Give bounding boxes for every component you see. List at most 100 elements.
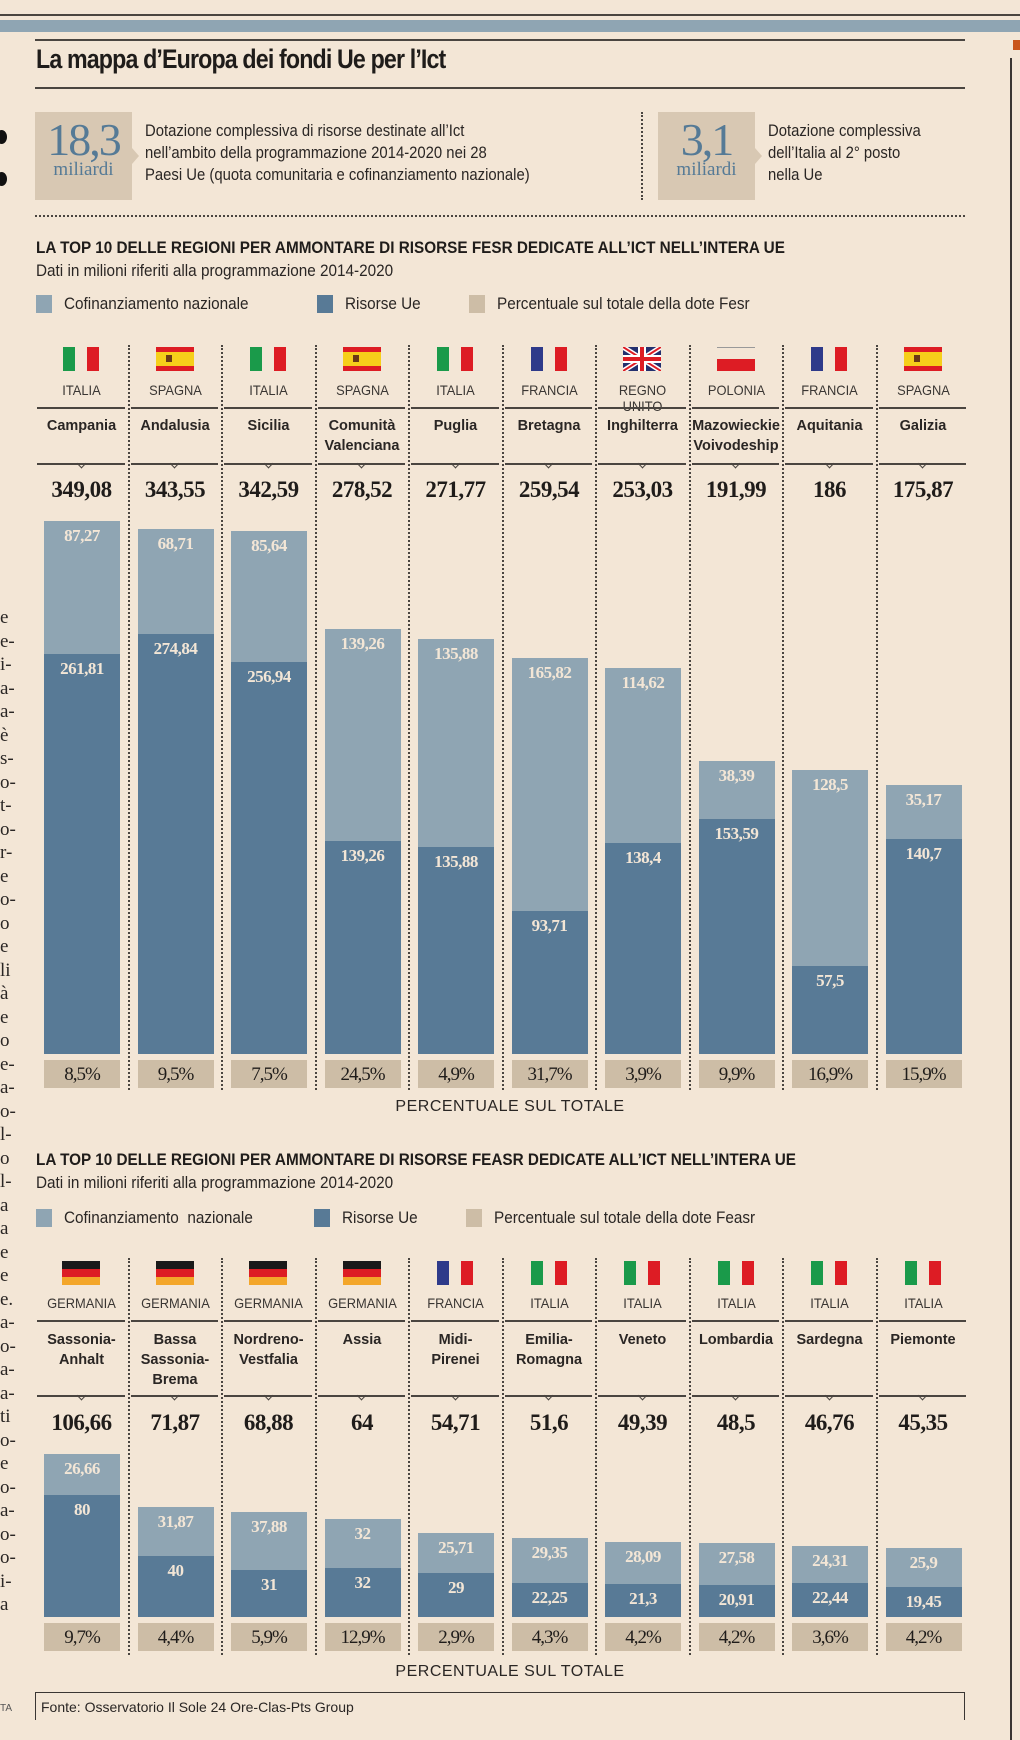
bar-cofinanziamento[interactable]: [885, 1547, 962, 1588]
fragment-line: i-: [0, 1570, 12, 1592]
bar-cofinanziamento[interactable]: [324, 628, 401, 842]
bar-risorse-ue[interactable]: [44, 1494, 120, 1617]
legend-swatch: [317, 295, 334, 313]
header-rule: [598, 1395, 686, 1397]
bullet-icon: [0, 172, 7, 186]
bar-label-cofinanziamento: 85,64: [251, 535, 287, 555]
bar-cofinanziamento[interactable]: [231, 530, 307, 662]
header-rule: [411, 1395, 499, 1397]
column-separator: [221, 345, 223, 1090]
bar-risorse-ue[interactable]: [698, 819, 775, 1054]
header-rule: [785, 1395, 873, 1397]
bar-cofinanziamento[interactable]: [137, 529, 214, 635]
region-line: Assia: [342, 1332, 382, 1348]
region-name: Lombardia: [690, 1330, 783, 1350]
bar-risorse-ue[interactable]: [324, 1568, 401, 1617]
bar-cofinanziamento[interactable]: [792, 769, 868, 967]
legend-label: Percentuale sul totale della dote Fesr: [497, 294, 750, 313]
legend-item: Percentuale sul totale della dote Fesr: [469, 294, 778, 314]
bar-label-cofinanziamento: 24,31: [812, 1550, 848, 1570]
bar-risorse-ue[interactable]: [231, 661, 307, 1054]
column-separator: [408, 345, 410, 1090]
bar-cofinanziamento[interactable]: [605, 1541, 681, 1585]
bar-cofinanziamento[interactable]: [511, 1538, 588, 1584]
bar-label-cofinanziamento: 29,35: [531, 1543, 568, 1563]
bar-cofinanziamento[interactable]: [137, 1507, 214, 1556]
chart-legend: Cofinanziamento nazionale Risorse Ue Per…: [36, 1208, 824, 1228]
country-label: ITALIA: [529, 1295, 569, 1311]
bar-risorse-ue[interactable]: [792, 1582, 868, 1617]
bar-risorse-ue[interactable]: [698, 1585, 775, 1617]
column-separator: [501, 1258, 504, 1655]
bar-risorse-ue[interactable]: [511, 1583, 588, 1617]
chevron-down-icon: [543, 1390, 554, 1401]
legend-item: Percentuale sul totale della dote Feasr: [465, 1208, 784, 1228]
stat-line: nell’ambito della programmazione 2014-20…: [145, 144, 487, 162]
fragment-line: e.: [0, 1288, 14, 1310]
bar-risorse-ue[interactable]: [137, 1555, 214, 1617]
stat-line: Paesi Ue (quota comunitaria e cofinanzia…: [145, 166, 530, 184]
total-value: 343,55: [144, 477, 206, 502]
bar-cofinanziamento[interactable]: [418, 1533, 494, 1573]
column-separator: [782, 345, 784, 1090]
header-rule: [691, 407, 779, 409]
region-name: Aquitania: [783, 416, 876, 436]
fragment-line: s-: [0, 748, 14, 769]
bar-cofinanziamento[interactable]: [418, 639, 494, 847]
stat-line: nella Ue: [768, 166, 823, 184]
region-name: Piemonte: [877, 1330, 970, 1350]
source-note: Fonte: Osservatorio Il Sole 24 Ore-Clas-…: [35, 1692, 965, 1720]
header-rule: [504, 407, 592, 409]
country-label: GERMANIA: [140, 1295, 210, 1311]
bar-cofinanziamento[interactable]: [511, 657, 588, 911]
region-line: Sassonia-: [140, 1352, 210, 1368]
header-rule: [37, 1395, 125, 1397]
stat-unit: miliardi: [53, 159, 114, 180]
region-line: Veneto: [618, 1332, 667, 1348]
bar-risorse-ue[interactable]: [137, 634, 214, 1054]
flag-icon-it: [810, 1261, 848, 1285]
bar-label-cofinanziamento: 25,9: [909, 1552, 938, 1572]
bar-risorse-ue[interactable]: [511, 910, 588, 1054]
header-rule: [224, 1395, 312, 1397]
chevron-down-icon: [76, 458, 87, 469]
bar-cofinanziamento[interactable]: [698, 1542, 775, 1586]
fragment-line: e: [0, 607, 9, 628]
percent-badge: 7,5%: [231, 1060, 307, 1088]
bar-risorse-ue[interactable]: [885, 1587, 962, 1617]
bar-risorse-ue[interactable]: [44, 654, 120, 1054]
bar-cofinanziamento[interactable]: [231, 1511, 307, 1570]
region-line: Pirenei: [431, 1352, 480, 1368]
fragment-line: o-: [0, 771, 16, 793]
title-rule-top: [35, 39, 965, 41]
bar-risorse-ue[interactable]: [885, 839, 962, 1054]
bar-risorse-ue[interactable]: [418, 846, 494, 1054]
region-line: Puglia: [433, 418, 478, 434]
bar-risorse-ue[interactable]: [324, 841, 401, 1054]
header-rule: [504, 1395, 592, 1397]
header-rule: [598, 1320, 686, 1322]
legend-label: Risorse Ue: [341, 1208, 418, 1227]
bar-cofinanziamento[interactable]: [605, 667, 681, 843]
country-label: FRANCIA: [801, 382, 858, 398]
flag-icon-pl: [716, 347, 755, 371]
bar-risorse-ue[interactable]: [231, 1569, 307, 1617]
bar-cofinanziamento[interactable]: [885, 785, 962, 840]
percent-caption: PERCENTUALE SUL TOTALE: [395, 1098, 625, 1115]
bar-risorse-ue[interactable]: [792, 966, 868, 1054]
bar-cofinanziamento[interactable]: [44, 520, 120, 655]
bar-cofinanziamento[interactable]: [44, 1454, 120, 1495]
fragment-line: o-: [0, 889, 16, 910]
flag-icon-fr: [436, 1261, 474, 1285]
bar-cofinanziamento[interactable]: [324, 1519, 401, 1569]
bar-cofinanziamento[interactable]: [792, 1545, 868, 1583]
bar-risorse-ue[interactable]: [605, 842, 681, 1054]
bullet-icon: [0, 130, 7, 144]
fragment-line: ti: [0, 1406, 11, 1427]
bar-cofinanziamento[interactable]: [698, 760, 775, 820]
bar-risorse-ue[interactable]: [605, 1584, 681, 1617]
region-name: Veneto: [596, 1330, 689, 1350]
bar-risorse-ue[interactable]: [418, 1572, 494, 1617]
region-line: Midi-: [438, 1332, 473, 1348]
bar-label-risorse-ue: 139,26: [340, 846, 385, 866]
